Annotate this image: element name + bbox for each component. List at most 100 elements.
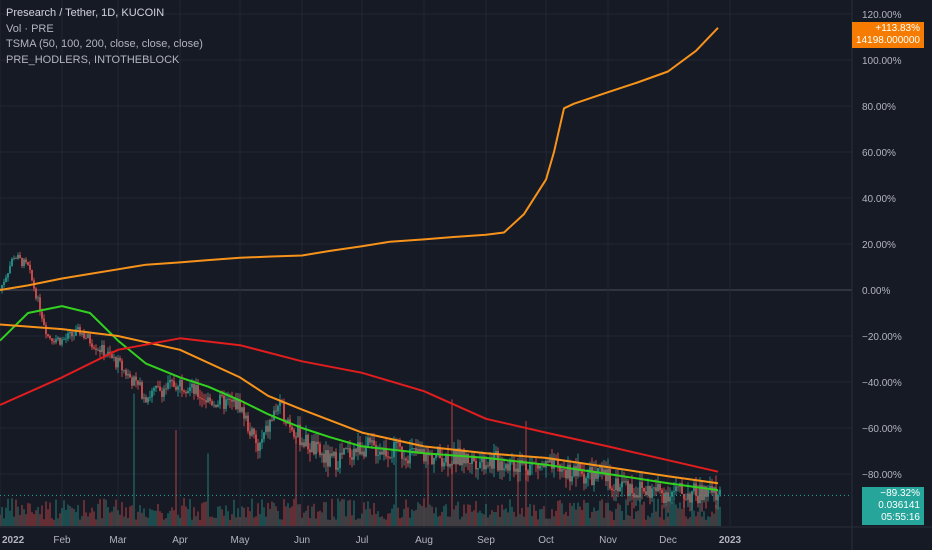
candle-body — [631, 484, 633, 494]
volume-bar — [619, 504, 621, 526]
candle-body — [27, 262, 29, 265]
volume-bar — [417, 502, 419, 526]
volume-bar — [697, 511, 699, 526]
candle-body — [373, 440, 375, 445]
candle-body — [113, 357, 115, 358]
volume-bar — [51, 518, 53, 526]
volume-bar — [87, 516, 89, 526]
volume-bar — [555, 510, 557, 526]
volume-bar — [681, 508, 683, 526]
volume-bar — [357, 518, 359, 526]
candle-body — [333, 451, 335, 456]
holders-value-label: 14198.000000 — [856, 35, 920, 46]
volume-bar — [199, 519, 201, 526]
candle-body — [359, 442, 361, 455]
candle-body — [315, 441, 317, 455]
volume-bar — [343, 499, 345, 526]
volume-bar — [279, 519, 281, 526]
candle-body — [585, 478, 587, 484]
candle-body — [539, 465, 541, 469]
candle-body — [465, 453, 467, 464]
volume-bar — [189, 499, 191, 526]
candle-body — [23, 259, 25, 267]
y-tick-label: 20.00% — [862, 240, 896, 251]
volume-bar — [117, 510, 119, 526]
volume-bar — [637, 510, 639, 526]
volume-bars — [0, 393, 721, 526]
legend-symbol-title[interactable]: Presearch / Tether, 1D, KUCOIN — [6, 7, 165, 19]
volume-bar — [551, 509, 553, 526]
candle-body — [375, 444, 377, 456]
volume-bar — [709, 516, 711, 526]
candle-body — [343, 448, 345, 455]
volume-bar — [323, 501, 325, 526]
candle-body — [439, 448, 441, 459]
volume-bar — [63, 500, 65, 526]
candle-body — [691, 491, 693, 503]
volume-bar — [379, 517, 381, 526]
candle-body — [519, 459, 521, 473]
volume-bar — [75, 511, 77, 526]
volume-bar — [11, 498, 13, 526]
volume-bar — [585, 502, 587, 526]
volume-bar — [325, 502, 327, 526]
candle-body — [243, 407, 245, 419]
volume-bar — [341, 499, 343, 526]
volume-bar — [233, 499, 235, 526]
volume-bar — [31, 512, 33, 526]
legend-tsma[interactable]: TSMA (50, 100, 200, close, close, close) — [6, 38, 203, 50]
volume-bar — [309, 518, 311, 526]
volume-bar — [443, 505, 445, 526]
candle-body — [649, 486, 651, 498]
candle-body — [435, 454, 437, 458]
volume-bar — [499, 516, 501, 526]
legend-volume[interactable]: Vol · PRE — [6, 22, 54, 35]
volume-bar — [231, 514, 233, 526]
candle-body — [205, 400, 207, 403]
candle-body — [225, 399, 227, 409]
volume-bar — [277, 510, 279, 526]
y-tick-label: 60.00% — [862, 148, 896, 159]
volume-bar — [97, 503, 99, 526]
volume-bar — [385, 519, 387, 526]
volume-bar — [307, 505, 309, 526]
x-tick-label: Nov — [599, 535, 617, 546]
volume-bar — [55, 499, 57, 526]
volume-bar — [373, 502, 375, 526]
volume-bar — [387, 513, 389, 526]
volume-bar — [719, 506, 721, 526]
volume-bar — [27, 503, 29, 526]
volume-bar — [675, 504, 677, 526]
candle-body — [437, 448, 439, 455]
volume-bar — [375, 514, 377, 526]
candle-body — [477, 468, 479, 470]
volume-bar — [23, 509, 25, 526]
candle-body — [419, 449, 421, 453]
candle-body — [285, 421, 287, 424]
candle-body — [209, 397, 211, 402]
candle-body — [141, 382, 143, 399]
volume-bar — [501, 504, 503, 526]
candle-body — [1, 285, 3, 291]
candle-body — [689, 493, 691, 503]
volume-bar — [643, 501, 645, 526]
series-line-sma-100 — [0, 323, 719, 485]
candle-body — [365, 445, 367, 457]
volume-bar — [109, 512, 111, 526]
volume-bar — [573, 502, 575, 526]
candle-body — [325, 450, 327, 463]
candle-body — [201, 398, 203, 400]
candle-body — [461, 449, 463, 466]
legend-holders[interactable]: PRE_HODLERS, INTOTHEBLOCK — [6, 53, 180, 66]
candle-body — [275, 410, 277, 412]
x-tick-label: Mar — [109, 535, 127, 546]
x-tick-label: 2023 — [719, 535, 742, 546]
volume-bar — [471, 511, 473, 526]
volume-bar — [613, 519, 615, 526]
candle-body — [293, 429, 295, 437]
volume-bar — [563, 514, 565, 526]
candle-body — [331, 453, 333, 456]
candle-body — [35, 288, 37, 299]
